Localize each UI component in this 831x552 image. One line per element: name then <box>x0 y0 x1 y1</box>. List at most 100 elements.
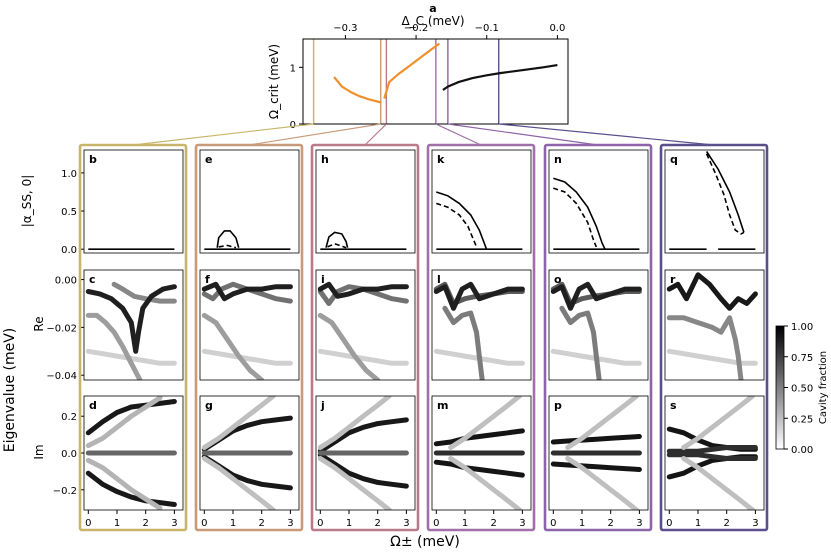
series-0 <box>333 76 382 104</box>
column-frame <box>659 143 769 532</box>
ytick-label: 1 <box>290 63 296 74</box>
re-branch <box>666 272 758 311</box>
re-branch <box>317 281 409 299</box>
panel-label-q: q <box>670 153 678 166</box>
re-branch <box>201 348 293 366</box>
xtick-label: 2 <box>143 518 149 529</box>
re-branch <box>666 315 744 380</box>
re-branch <box>317 348 409 366</box>
axes-frame <box>548 269 649 381</box>
re-branch <box>550 281 642 311</box>
colorbar-tick-label: 0.50 <box>791 384 813 395</box>
ytick-label: 0 <box>290 120 296 131</box>
im-branch <box>317 417 409 454</box>
im-branch <box>681 456 755 510</box>
im-branch <box>85 457 163 510</box>
panel-i <box>317 281 409 380</box>
alpha-solid <box>325 231 349 248</box>
ytick-label: −0.02 <box>46 323 77 334</box>
panel-r <box>666 272 758 380</box>
panel-label-s: s <box>670 399 677 412</box>
alpha-solid <box>705 151 745 233</box>
panel-h <box>320 231 407 250</box>
xtick-label: 1 <box>579 518 585 529</box>
xtick-label: 0 <box>201 518 207 529</box>
row-ylabel-im: Im <box>32 444 46 459</box>
connector-5 <box>498 123 715 146</box>
xtick-label: 2 <box>724 518 730 529</box>
re-branch <box>559 305 602 380</box>
column-5: q r s 0 1 2 3 <box>659 143 769 532</box>
xtick-label: 3 <box>636 518 642 529</box>
xtick-label: 1 <box>462 518 468 529</box>
connector-2 <box>364 123 387 146</box>
im-branch <box>201 456 276 510</box>
row-ylabel-re: Re <box>32 316 46 331</box>
panel-m <box>433 396 525 510</box>
im-branch <box>565 396 639 450</box>
xtick-label: 3 <box>519 518 525 529</box>
panel-label-b: b <box>89 153 97 166</box>
im-branch <box>85 470 177 507</box>
series-1 <box>383 42 441 99</box>
re-branch <box>85 284 177 354</box>
im-branch <box>201 396 276 450</box>
alpha-dashed <box>436 202 478 248</box>
panel-l <box>433 281 525 380</box>
column-frame <box>194 143 304 532</box>
axes-frame <box>664 269 765 381</box>
panel-label-h: h <box>321 153 329 166</box>
column-1: e f g 0 1 2 3 <box>194 143 304 532</box>
panel-label-p: p <box>554 399 562 412</box>
xtick-label: 3 <box>403 518 409 529</box>
colorbar-tick-label: 0.00 <box>791 445 813 456</box>
re-branch <box>201 312 265 380</box>
axes-frame <box>315 395 416 511</box>
im-branch <box>448 456 522 510</box>
panel-c <box>85 281 177 380</box>
axes-frame <box>315 269 416 381</box>
column-frame <box>543 143 653 532</box>
im-branch <box>317 452 409 489</box>
xtick-label: 2 <box>375 518 381 529</box>
alpha-dashed <box>327 242 347 249</box>
xtick-label: 0 <box>85 518 91 529</box>
alpha-solid <box>216 230 240 248</box>
panel-f <box>201 281 293 380</box>
re-branch <box>317 312 381 380</box>
panel-label-f: f <box>205 273 210 286</box>
im-branch <box>666 452 758 461</box>
connector-3 <box>435 123 482 146</box>
re-branch <box>85 312 143 380</box>
im-branch <box>201 415 293 452</box>
re-branch <box>111 281 177 304</box>
ytick-label: 0.0 <box>61 245 77 256</box>
re-branch <box>317 284 409 306</box>
colorbar-tick-label: 0.25 <box>791 414 813 425</box>
im-branch <box>565 456 639 510</box>
axes-frame <box>431 269 532 381</box>
panel-e <box>204 230 291 250</box>
panel-o <box>550 281 642 380</box>
re-branch <box>666 348 758 366</box>
im-branch <box>317 396 392 450</box>
im-branch <box>201 454 293 491</box>
panel-label-c: c <box>89 273 96 286</box>
column-4: n o p 0 1 2 3 <box>543 143 653 532</box>
panel-label-a: a <box>429 2 436 15</box>
xtick-label: 0 <box>666 518 672 529</box>
column-0: b 0.0 0.5 1.0 c 0.00 −0.02 −0.04 d 0.2 0.0 −0.2 0 1 2 3 <box>46 143 188 532</box>
alpha-solid <box>553 177 606 250</box>
xtick-label: 2 <box>259 518 265 529</box>
xtick-label: 2 <box>491 518 497 529</box>
im-branch <box>666 445 758 454</box>
ytick-label: −0.04 <box>46 371 77 382</box>
xtick-label: 1 <box>230 518 236 529</box>
column-frame <box>78 143 188 532</box>
im-branch <box>448 396 522 450</box>
axes-frame <box>199 269 300 381</box>
im-branch <box>433 459 525 478</box>
xtick-label: 2 <box>608 518 614 529</box>
top-ylabel: Ω_crit (meV) <box>267 44 281 119</box>
